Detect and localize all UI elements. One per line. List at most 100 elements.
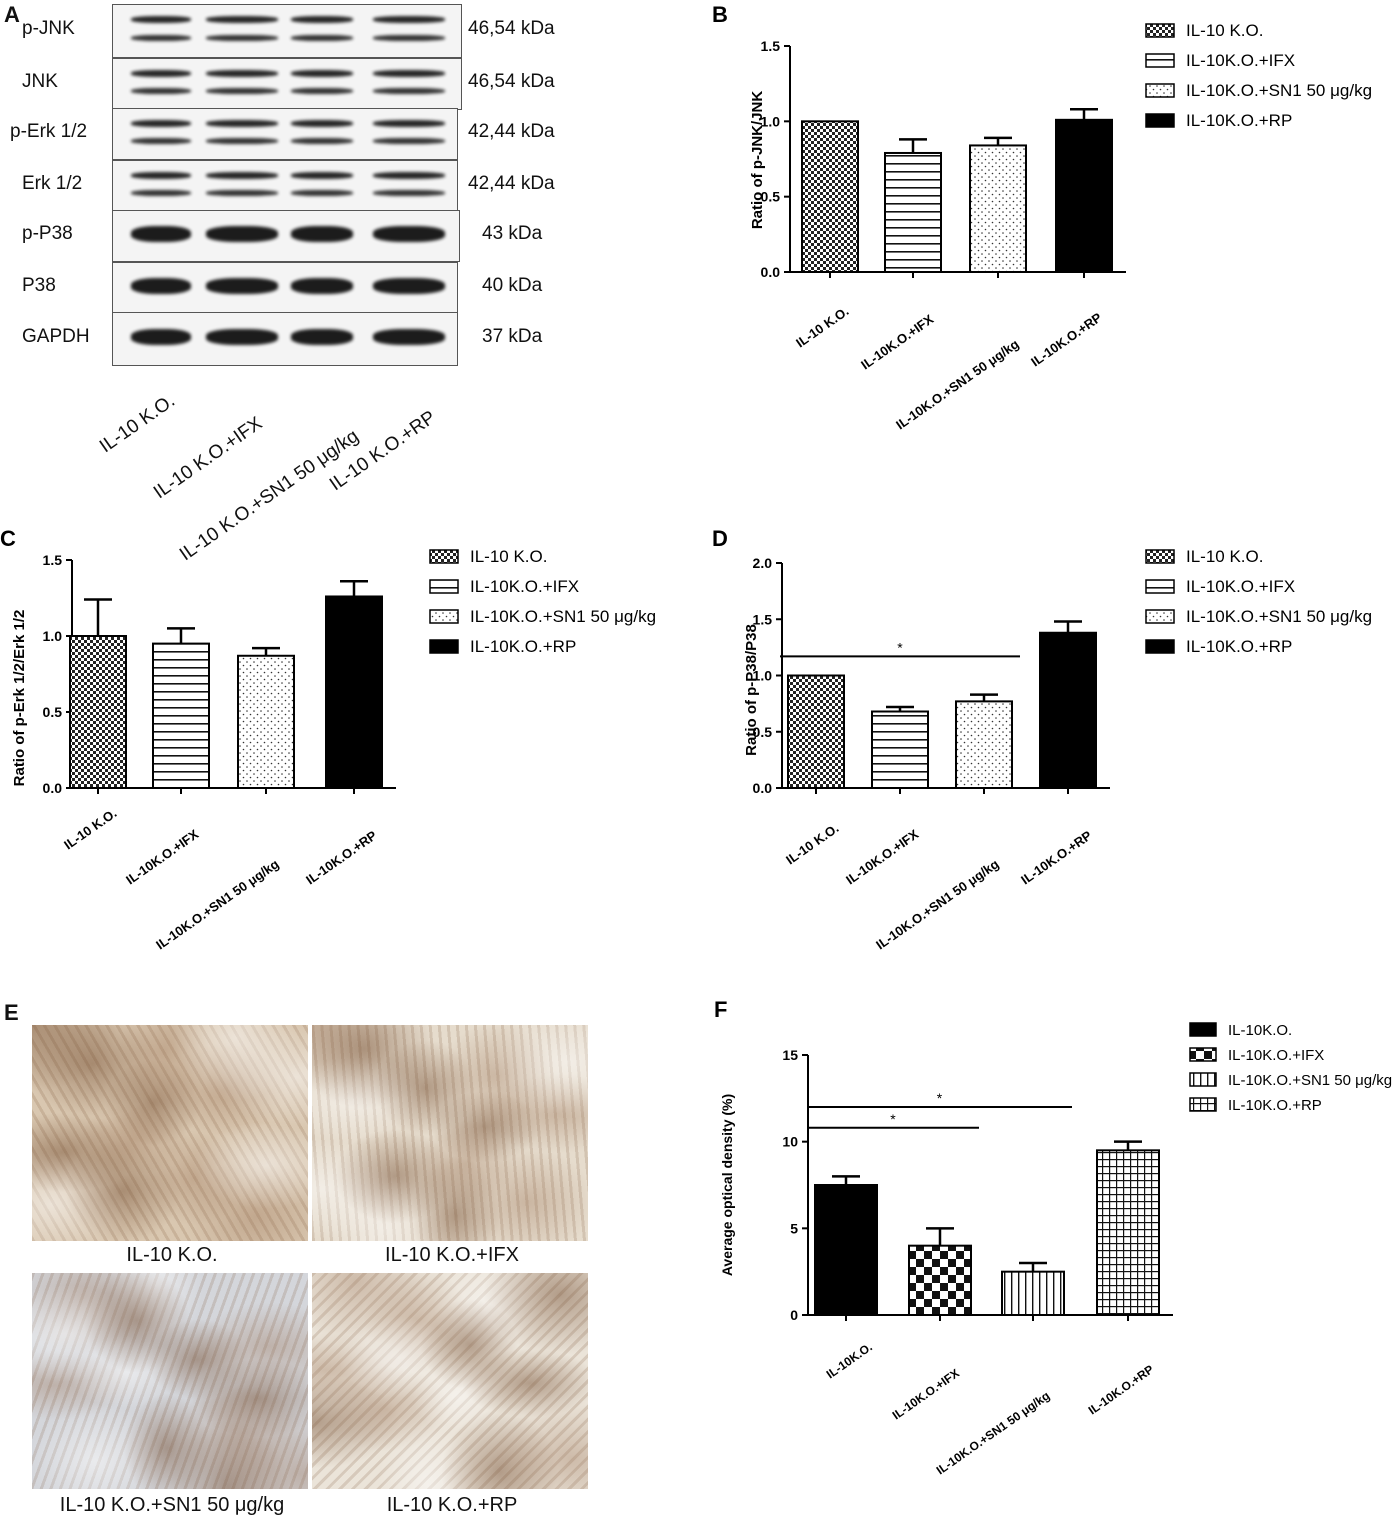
bar bbox=[969, 144, 1027, 273]
x-tick-label: IL-10K.O.+SN1 50 μg/kg bbox=[153, 856, 281, 952]
blot-strip bbox=[112, 108, 458, 160]
blot-band bbox=[373, 120, 445, 127]
blot-band bbox=[206, 328, 278, 345]
legend-label: IL-10K.O.+IFX bbox=[1186, 577, 1295, 596]
x-tick-label: IL-10 K.O. bbox=[783, 820, 841, 867]
blot-band bbox=[291, 70, 353, 77]
legend-label: IL-10K.O.+IFX bbox=[1186, 51, 1295, 70]
x-tick-label: IL-10K.O.+IFX bbox=[858, 311, 936, 372]
blot-band bbox=[291, 138, 353, 144]
panel-e-letter: E bbox=[4, 1000, 19, 1025]
blot-band bbox=[206, 120, 278, 127]
bar bbox=[1096, 1149, 1160, 1316]
blot-band bbox=[131, 88, 191, 94]
significance-label: * bbox=[890, 1111, 896, 1127]
blot-band bbox=[131, 35, 191, 42]
blot-row-label: JNK bbox=[22, 71, 58, 92]
x-tick-label: IL-10K.O.+SN1 50 μg/kg bbox=[893, 336, 1021, 432]
legend-label: IL-10K.O.+RP bbox=[470, 637, 576, 656]
bar bbox=[955, 700, 1013, 789]
micrograph-image bbox=[312, 1273, 588, 1489]
y-tick-label: 0.0 bbox=[753, 780, 773, 796]
blot-band bbox=[291, 172, 353, 179]
legend-swatch bbox=[1189, 1022, 1217, 1037]
bar bbox=[152, 642, 210, 789]
x-tick-label: IL-10 K.O. bbox=[793, 303, 851, 350]
legend-swatch bbox=[429, 579, 459, 594]
x-tick-label: IL-10K.O.+IFX bbox=[123, 826, 201, 887]
blot-band bbox=[291, 16, 353, 24]
blot-band bbox=[131, 120, 191, 127]
y-axis-label: Ratio of p-JNK/JNK bbox=[749, 91, 766, 230]
bar bbox=[908, 1244, 972, 1317]
legend-label: IL-10K.O.+RP bbox=[1228, 1097, 1322, 1114]
blot-row-label: P38 bbox=[22, 275, 56, 296]
micrograph-caption: IL-10 K.O.+RP bbox=[386, 1494, 518, 1516]
blot-band bbox=[373, 138, 445, 144]
blot-band bbox=[291, 35, 353, 42]
y-tick-label: 0.0 bbox=[761, 264, 781, 280]
blot-band bbox=[131, 328, 191, 345]
blot-row-label: p-P38 bbox=[22, 223, 73, 244]
chart-b: B 0.0 0.5 1.0 1.5 Ratio of p-JNK/JNK IL-10 K.O… bbox=[712, 2, 1372, 432]
bar bbox=[1001, 1270, 1065, 1316]
blot-band bbox=[373, 70, 445, 77]
x-tick-label: IL-10K.O. bbox=[824, 1340, 875, 1382]
legend-label: IL-10 K.O. bbox=[1186, 547, 1263, 566]
legend-swatch bbox=[1145, 609, 1175, 624]
blot-kda-label: 43 kDa bbox=[482, 223, 543, 244]
legend-label: IL-10K.O.+SN1 50 μg/kg bbox=[1228, 1072, 1392, 1089]
blot-row-label: p-Erk 1/2 bbox=[10, 121, 88, 142]
y-tick-label: 1.0 bbox=[43, 628, 63, 644]
blot-band bbox=[291, 278, 353, 294]
blot-strip bbox=[112, 262, 458, 314]
blot-strip bbox=[112, 210, 460, 262]
significance-label: * bbox=[937, 1090, 943, 1106]
y-tick-label: 5 bbox=[790, 1220, 798, 1236]
x-tick-label: IL-10K.O.+SN1 50 μg/kg bbox=[873, 856, 1001, 952]
blot-band bbox=[373, 16, 445, 24]
y-tick-label: 2.0 bbox=[753, 555, 773, 571]
blot-band bbox=[373, 278, 445, 294]
blot-lane-label: IL-10 K.O. bbox=[96, 390, 179, 458]
blot-band bbox=[291, 190, 353, 196]
bar bbox=[787, 674, 845, 789]
legend-swatch bbox=[1189, 1097, 1217, 1112]
blot-band bbox=[373, 35, 445, 42]
blot-band bbox=[131, 172, 191, 179]
blot-band bbox=[373, 88, 445, 94]
bar bbox=[325, 595, 383, 790]
legend-swatch bbox=[429, 609, 459, 624]
legend-swatch bbox=[429, 549, 459, 564]
blot-band bbox=[291, 328, 353, 345]
blot-strip bbox=[112, 160, 458, 212]
legend-swatch bbox=[1145, 549, 1175, 564]
micrograph-caption: IL-10 K.O.+SN1 50 μg/kg bbox=[59, 1494, 285, 1516]
y-axis-label: Ratio of p-P38/P38 bbox=[743, 624, 760, 756]
bar bbox=[1039, 631, 1097, 789]
x-tick-label: IL-10K.O.+IFX bbox=[890, 1366, 962, 1422]
micrograph-image bbox=[312, 1025, 588, 1241]
blot-band bbox=[291, 88, 353, 94]
bar bbox=[871, 710, 929, 789]
panel-letter: D bbox=[712, 526, 728, 551]
blot-lane-label: IL-10 K.O.+IFX bbox=[150, 413, 267, 504]
x-tick-label: IL-10K.O.+RP bbox=[1028, 310, 1105, 370]
micrograph-caption: IL-10 K.O. bbox=[126, 1244, 218, 1266]
blot-kda-label: 42,44 kDa bbox=[468, 173, 555, 194]
blot-band bbox=[373, 226, 445, 242]
bar bbox=[801, 120, 859, 274]
blot-band bbox=[206, 70, 278, 77]
y-tick-label: 1.5 bbox=[753, 611, 773, 627]
blot-band bbox=[206, 35, 278, 42]
y-tick-label: 10 bbox=[782, 1134, 798, 1150]
legend-swatch bbox=[1145, 113, 1175, 128]
bar bbox=[814, 1184, 878, 1316]
blot-kda-label: 46,54 kDa bbox=[468, 71, 555, 92]
legend-swatch bbox=[1145, 23, 1175, 38]
blot-band bbox=[131, 16, 191, 24]
micrograph-image bbox=[32, 1273, 308, 1489]
legend-label: IL-10K.O.+SN1 50 μg/kg bbox=[1186, 607, 1372, 626]
blot-band bbox=[131, 70, 191, 77]
panel-letter: B bbox=[712, 2, 728, 27]
